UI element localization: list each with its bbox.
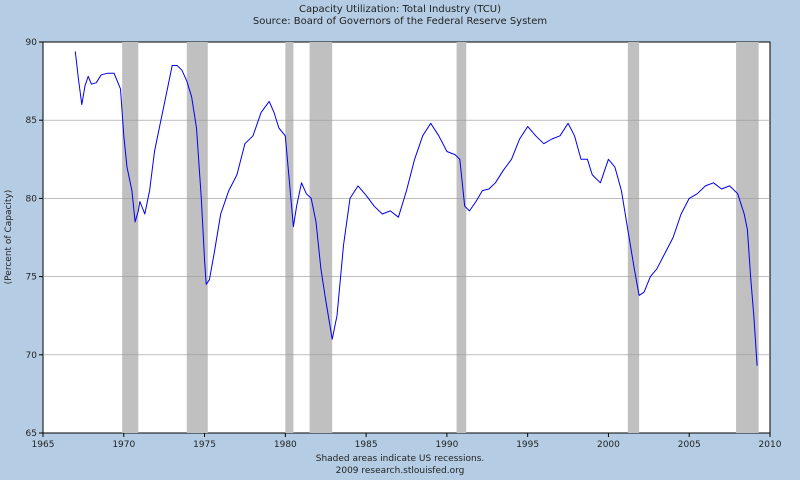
x-tick-label: 1990 xyxy=(435,440,458,450)
y-tick-label: 75 xyxy=(26,273,37,283)
chart-subtitle: Source: Board of Governors of the Federa… xyxy=(253,16,547,27)
y-tick-label: 85 xyxy=(26,116,37,126)
axes: 65 70 75 80 85 90 1965 1970 1975 1980 1985 1990 1995… xyxy=(26,38,782,450)
y-tick-label: 65 xyxy=(26,429,37,439)
recession-band-1 xyxy=(186,42,208,433)
recession-band-0 xyxy=(122,42,139,433)
recession-band-5 xyxy=(627,42,640,433)
y-axis-label: (Percent of Capacity) xyxy=(4,190,14,285)
plot-area xyxy=(42,41,771,434)
y-tick-label: 80 xyxy=(26,194,38,204)
x-tick-label: 1995 xyxy=(516,440,539,450)
source-credit: 2009 research.stlouisfed.org xyxy=(336,466,465,476)
chart-title: Capacity Utilization: Total Industry (TC… xyxy=(299,4,501,15)
y-tick-label: 70 xyxy=(26,351,38,361)
x-tick-label: 1985 xyxy=(355,440,378,450)
x-tick-label: 2005 xyxy=(678,440,701,450)
series-layer xyxy=(74,51,758,366)
recession-band-3 xyxy=(309,42,333,433)
recession-bands xyxy=(122,42,759,433)
x-tick-label: 1980 xyxy=(274,440,297,450)
recession-footnote: Shaded areas indicate US recessions. xyxy=(316,454,485,464)
recession-band-2 xyxy=(285,42,294,433)
x-tick-label: 1965 xyxy=(32,440,55,450)
x-tick-label: 2010 xyxy=(759,440,782,450)
y-tick-label: 90 xyxy=(26,38,38,48)
recession-band-6 xyxy=(736,42,759,433)
series-line-0 xyxy=(74,51,758,366)
gridlines xyxy=(43,119,770,356)
x-tick-label: 1970 xyxy=(112,440,135,450)
recession-band-4 xyxy=(456,42,467,433)
x-tick-label: 1975 xyxy=(193,440,216,450)
x-tick-label: 2000 xyxy=(597,440,620,450)
